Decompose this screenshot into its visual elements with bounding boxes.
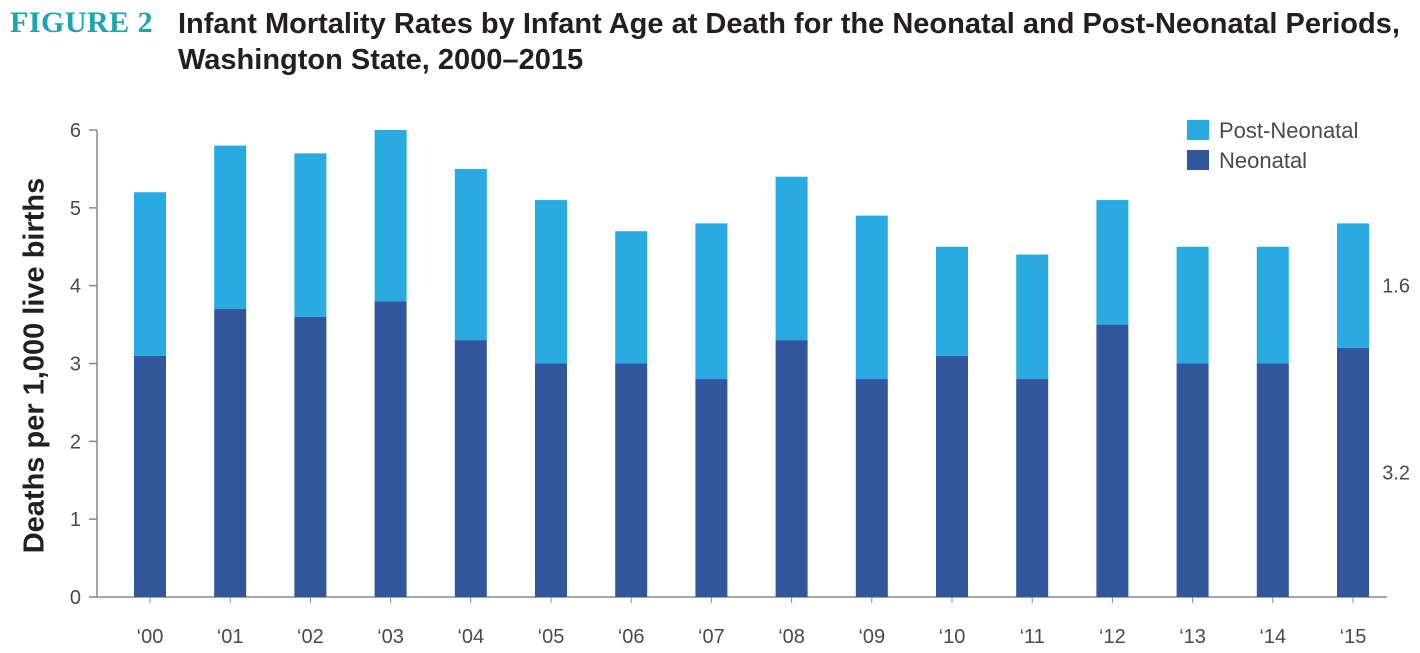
- bar-neonatal: [134, 355, 166, 597]
- bar-neonatal: [1016, 379, 1049, 597]
- y-tick-label: 5: [70, 198, 81, 220]
- bar-neonatal: [1337, 347, 1369, 597]
- bar-post-neonatal: [214, 145, 247, 310]
- x-tick-label: ‘11: [1020, 626, 1045, 648]
- bar-post-neonatal: [374, 130, 407, 302]
- bar-post-neonatal: [1176, 246, 1209, 364]
- x-tick-label: ‘06: [618, 626, 645, 648]
- y-tick-label: 6: [70, 120, 81, 142]
- bar-neonatal: [1256, 363, 1289, 597]
- bar-post-neonatal: [134, 192, 166, 356]
- x-tick-label: ‘10: [939, 626, 966, 648]
- y-tick-label: 1: [70, 509, 81, 531]
- bar-neonatal: [214, 309, 247, 597]
- bar-post-neonatal: [535, 200, 567, 364]
- bar-post-neonatal: [1096, 200, 1129, 325]
- bar-neonatal: [1096, 324, 1129, 597]
- bar-post-neonatal: [294, 153, 327, 317]
- legend-post-neonatal-label: Post-Neonatal: [1219, 118, 1358, 143]
- x-tick-label: ‘12: [1099, 626, 1126, 648]
- x-tick-label: ‘00: [137, 626, 164, 648]
- figure-label: FIGURE 2: [10, 6, 154, 39]
- legend-neonatal-label: Neonatal: [1219, 148, 1307, 173]
- bar-post-neonatal: [775, 176, 808, 341]
- bar-post-neonatal: [695, 223, 728, 380]
- bar-neonatal: [294, 316, 327, 597]
- y-tick-label: 4: [70, 276, 81, 298]
- x-tick-label: ‘01: [217, 626, 244, 648]
- bar-neonatal: [936, 355, 968, 597]
- bar-neonatal: [615, 363, 648, 597]
- bar-post-neonatal: [454, 168, 487, 341]
- x-tick-label: ‘09: [858, 626, 885, 648]
- bar-neonatal: [374, 301, 407, 597]
- bar-neonatal: [695, 379, 728, 597]
- x-tick-label: ‘13: [1179, 626, 1206, 648]
- bar-post-neonatal: [615, 231, 648, 364]
- bar-post-neonatal: [1256, 246, 1289, 364]
- x-tick-label: ‘03: [377, 626, 404, 648]
- bar-neonatal: [775, 340, 808, 597]
- x-tick-label: ‘04: [457, 626, 484, 648]
- bar-post-neonatal: [1016, 254, 1049, 380]
- bar-neonatal: [855, 379, 888, 597]
- bar-post-neonatal: [855, 215, 888, 380]
- y-tick-label: 3: [70, 354, 81, 376]
- bar-post-neonatal: [1337, 223, 1369, 348]
- x-tick-label: ‘02: [297, 626, 324, 648]
- y-tick-label: 0: [70, 587, 81, 609]
- end-label-neonatal: 3.2: [1382, 462, 1410, 484]
- y-tick-label: 2: [70, 431, 81, 453]
- legend-post-neonatal-swatch: [1187, 120, 1209, 140]
- bar-neonatal: [454, 340, 487, 597]
- x-tick-label: ‘15: [1340, 626, 1367, 648]
- x-tick-label: ‘08: [778, 626, 805, 648]
- chart-title: Infant Mortality Rates by Infant Age at …: [178, 8, 1400, 76]
- end-label-post-neonatal: 1.6: [1382, 276, 1410, 298]
- x-tick-label: ‘14: [1259, 626, 1286, 648]
- x-tick-label: ‘05: [538, 626, 565, 648]
- bar-neonatal: [1176, 363, 1209, 597]
- bar-neonatal: [535, 363, 567, 597]
- bar-post-neonatal: [936, 246, 968, 356]
- legend-neonatal-swatch: [1187, 150, 1209, 170]
- x-tick-label: ‘07: [698, 626, 725, 648]
